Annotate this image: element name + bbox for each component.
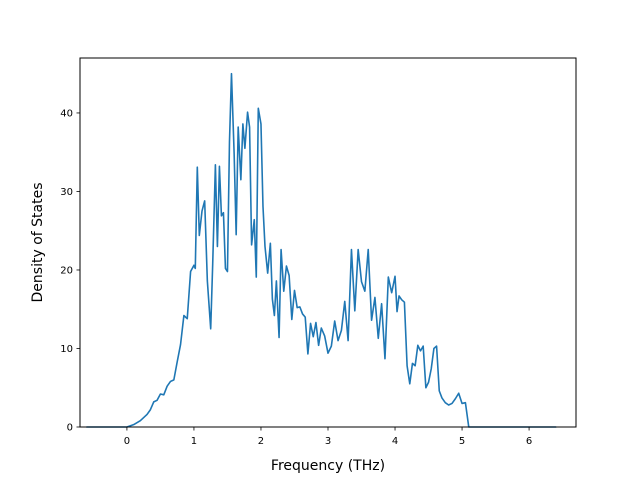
x-tick-label: 2 xyxy=(258,436,264,447)
y-tick-label: 30 xyxy=(60,187,73,198)
y-tick-label: 40 xyxy=(60,108,73,119)
x-tick-label: 0 xyxy=(124,436,130,447)
y-tick-label: 10 xyxy=(60,344,73,355)
y-tick-label: 20 xyxy=(60,265,73,276)
x-tick-label: 6 xyxy=(526,436,532,447)
y-axis-label: Density of States xyxy=(30,183,46,303)
x-tick-label: 3 xyxy=(325,436,331,447)
y-tick-label: 0 xyxy=(67,423,73,434)
x-tick-label: 4 xyxy=(392,436,398,447)
x-axis-label: Frequency (THz) xyxy=(271,458,385,474)
plot-layer xyxy=(85,72,557,428)
dos-series-line-0 xyxy=(85,72,557,428)
plot-frame xyxy=(79,57,577,428)
ticks-layer: 0 1 2 3 4 5 6 0 10 20 30 40 xyxy=(60,108,532,447)
x-tick-label: 5 xyxy=(459,436,465,447)
x-tick-label: 1 xyxy=(191,436,197,447)
